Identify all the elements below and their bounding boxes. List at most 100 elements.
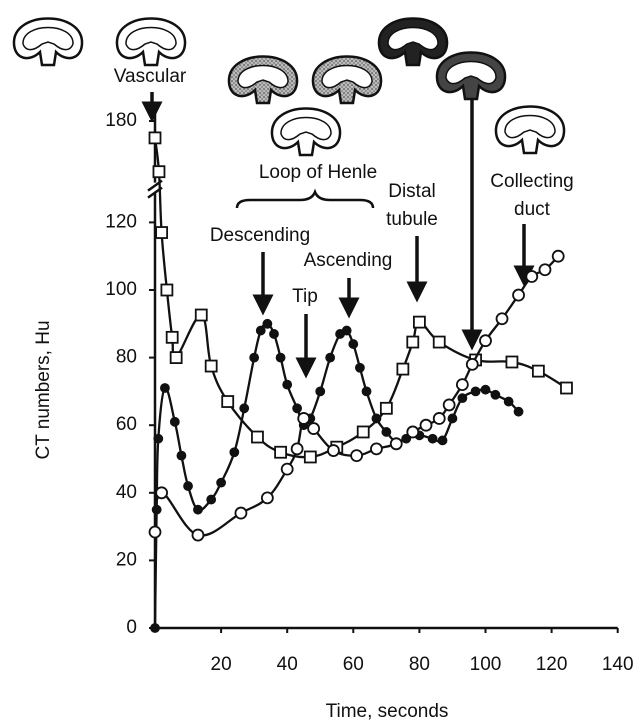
data-point [193, 504, 203, 515]
data-point [437, 435, 448, 446]
data-point [470, 386, 481, 397]
data-point [412, 315, 426, 329]
annotation: Descending [210, 225, 310, 246]
data-point [406, 425, 420, 439]
data-point [297, 412, 311, 425]
data-point [280, 462, 294, 476]
data-point [234, 506, 248, 520]
data-point [503, 396, 514, 407]
y-tick-label: 80 [116, 347, 137, 368]
y-tick-label: 180 [105, 110, 137, 131]
data-point [427, 433, 438, 444]
data-point [204, 359, 218, 373]
data-point [315, 386, 326, 397]
data-point [495, 312, 509, 326]
y-tick-label: 40 [116, 482, 137, 503]
data-point [432, 412, 446, 425]
data-point [307, 422, 321, 435]
data-point [505, 355, 519, 369]
data-point [303, 450, 317, 464]
data-point [355, 362, 365, 373]
x-axis-label: Time, seconds [326, 701, 449, 722]
data-point [290, 442, 304, 456]
data-point [531, 364, 545, 378]
data-point [551, 249, 565, 263]
annotation: Loop of Henle [259, 162, 377, 183]
data-point [152, 165, 166, 179]
data-point [155, 226, 169, 239]
data-point [292, 403, 303, 414]
data-point [432, 335, 446, 349]
annotation: tubule [386, 209, 438, 230]
data-point [194, 308, 208, 322]
y-tick-label: 0 [126, 617, 137, 638]
data-point [371, 413, 382, 424]
data-point [262, 318, 273, 329]
annotation: duct [514, 199, 551, 220]
data-point [490, 389, 501, 400]
data-point [379, 401, 393, 415]
data-point [169, 416, 180, 427]
y-tick-label: 20 [116, 549, 137, 570]
data-point [176, 450, 187, 461]
data-point [153, 433, 164, 444]
annotation: Vascular [114, 66, 187, 87]
data-point [160, 283, 174, 297]
data-point [381, 427, 392, 437]
x-tick-label: 100 [470, 654, 502, 675]
data-point [160, 383, 170, 393]
data-point [370, 442, 383, 456]
data-point [275, 352, 286, 363]
data-point [419, 418, 433, 432]
annotation: Tip [292, 286, 318, 307]
data-point [216, 477, 227, 488]
data-point [406, 335, 420, 349]
data-point [356, 425, 370, 439]
data-point [560, 381, 573, 395]
data-point [183, 481, 193, 491]
data-point [442, 398, 456, 412]
annotation: Distal [388, 181, 436, 202]
data-point [206, 494, 217, 505]
data-point [513, 406, 524, 417]
data-point [148, 131, 162, 145]
data-point [327, 444, 340, 457]
y-axis-label: CT numbers, Hu [33, 320, 54, 459]
y-tick-label: 60 [116, 414, 137, 435]
data-point [282, 379, 293, 390]
kidney-icons [12, 19, 566, 157]
data-point [480, 384, 491, 395]
y-tick-label: 120 [105, 211, 137, 232]
data-point [169, 351, 183, 365]
data-point [269, 329, 279, 339]
data-point [274, 445, 287, 459]
data-point [260, 491, 274, 505]
x-tick-label: 120 [536, 654, 568, 675]
data-point [538, 263, 552, 277]
data-point [447, 413, 458, 424]
data-point [361, 386, 372, 397]
data-point [229, 447, 240, 458]
data-point [255, 325, 266, 336]
data-point [251, 430, 264, 444]
x-tick-label: 60 [343, 654, 364, 675]
x-tick-label: 140 [602, 654, 634, 675]
data-point [479, 334, 492, 348]
data-point [165, 330, 179, 344]
annotation-arrows [141, 92, 535, 379]
data-point [341, 325, 352, 336]
data-point [396, 362, 410, 376]
data-point [350, 449, 364, 463]
data-point [457, 393, 468, 404]
data-point [455, 378, 469, 392]
data-point [348, 339, 359, 349]
data-point [155, 486, 169, 500]
data-point [512, 288, 525, 302]
x-tick-label: 40 [277, 654, 298, 675]
x-tick-label: 20 [211, 654, 232, 675]
data-point [325, 352, 336, 363]
data-point [465, 357, 479, 371]
data-point [249, 352, 260, 363]
annotation: Ascending [304, 250, 393, 271]
